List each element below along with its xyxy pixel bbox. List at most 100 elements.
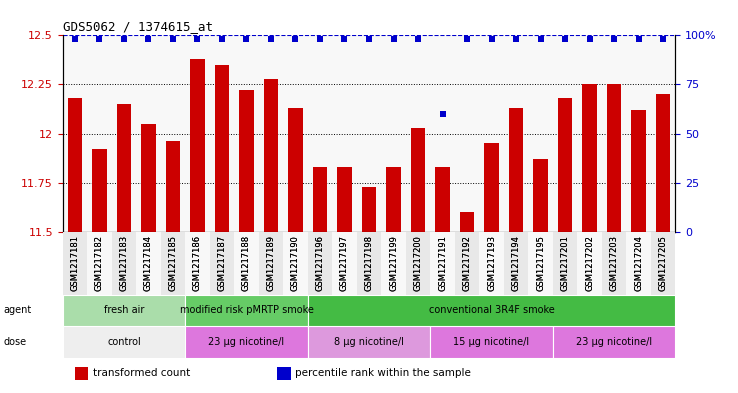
Bar <box>631 110 646 232</box>
Text: GSM1217181: GSM1217181 <box>71 235 80 291</box>
Bar <box>75 367 89 380</box>
Bar <box>553 232 577 295</box>
Text: GSM1217198: GSM1217198 <box>365 235 373 291</box>
Bar <box>308 232 332 295</box>
Bar <box>508 108 523 232</box>
Bar <box>332 232 356 295</box>
Text: GSM1217192: GSM1217192 <box>463 235 472 291</box>
Bar <box>239 90 254 232</box>
Text: GSM1217199: GSM1217199 <box>389 235 398 291</box>
Bar <box>92 149 107 232</box>
Bar <box>215 65 230 232</box>
Text: GSM1217182: GSM1217182 <box>95 235 104 291</box>
Bar <box>504 232 528 295</box>
Text: GSM1217183: GSM1217183 <box>120 235 128 291</box>
Text: GSM1217197: GSM1217197 <box>340 235 349 291</box>
Bar <box>185 326 308 358</box>
Bar <box>63 326 185 358</box>
Text: GSM1217185: GSM1217185 <box>168 235 177 291</box>
Text: 23 μg nicotine/l: 23 μg nicotine/l <box>208 337 285 347</box>
Bar <box>382 232 406 295</box>
Text: GSM1217189: GSM1217189 <box>266 235 275 291</box>
Bar <box>277 367 291 380</box>
Text: GSM1217187: GSM1217187 <box>218 235 227 291</box>
Bar <box>141 124 156 232</box>
Text: GSM1217181: GSM1217181 <box>71 235 80 291</box>
Text: percentile rank within the sample: percentile rank within the sample <box>295 368 472 378</box>
Text: GSM1217182: GSM1217182 <box>95 235 104 291</box>
Text: GSM1217191: GSM1217191 <box>438 235 447 291</box>
Bar <box>627 232 651 295</box>
Text: GSM1217189: GSM1217189 <box>266 235 275 291</box>
Bar <box>63 232 87 295</box>
Text: GSM1217195: GSM1217195 <box>536 235 545 291</box>
Bar <box>161 232 185 295</box>
Bar <box>288 108 303 232</box>
Text: GSM1217185: GSM1217185 <box>168 235 177 291</box>
Text: GSM1217191: GSM1217191 <box>438 235 447 291</box>
Text: GSM1217201: GSM1217201 <box>561 235 570 291</box>
Bar <box>651 232 675 295</box>
Text: GSM1217194: GSM1217194 <box>511 235 520 291</box>
Bar <box>607 84 621 232</box>
Bar <box>484 143 499 232</box>
Bar <box>68 98 83 232</box>
Text: GSM1217190: GSM1217190 <box>291 235 300 291</box>
Bar <box>210 232 234 295</box>
Text: GSM1217203: GSM1217203 <box>610 235 618 291</box>
Text: agent: agent <box>4 305 32 316</box>
Text: 8 μg nicotine/l: 8 μg nicotine/l <box>334 337 404 347</box>
Text: 23 μg nicotine/l: 23 μg nicotine/l <box>576 337 652 347</box>
Text: GSM1217187: GSM1217187 <box>218 235 227 291</box>
Text: GSM1217203: GSM1217203 <box>610 235 618 291</box>
Bar <box>558 98 573 232</box>
Bar <box>410 128 425 232</box>
Bar <box>190 59 205 232</box>
Bar <box>430 326 553 358</box>
Text: GSM1217188: GSM1217188 <box>242 235 251 291</box>
Bar <box>553 326 675 358</box>
Bar <box>117 104 131 232</box>
Text: GSM1217202: GSM1217202 <box>585 235 594 291</box>
Text: control: control <box>107 337 141 347</box>
Bar <box>577 232 601 295</box>
Text: GSM1217184: GSM1217184 <box>144 235 153 291</box>
Bar <box>185 295 308 326</box>
Bar <box>655 94 670 232</box>
Bar <box>137 232 161 295</box>
Bar <box>63 295 185 326</box>
Text: GSM1217202: GSM1217202 <box>585 235 594 291</box>
Bar <box>234 232 259 295</box>
Text: GSM1217196: GSM1217196 <box>316 235 325 291</box>
Text: GSM1217193: GSM1217193 <box>487 235 496 291</box>
Bar <box>435 167 450 232</box>
Text: GSM1217200: GSM1217200 <box>413 235 422 291</box>
Text: GSM1217200: GSM1217200 <box>413 235 422 291</box>
Bar <box>337 167 352 232</box>
Text: GSM1217197: GSM1217197 <box>340 235 349 291</box>
Text: GDS5062 / 1374615_at: GDS5062 / 1374615_at <box>63 20 213 33</box>
Bar <box>601 232 627 295</box>
Text: GSM1217188: GSM1217188 <box>242 235 251 291</box>
Bar <box>479 232 504 295</box>
Text: modified risk pMRTP smoke: modified risk pMRTP smoke <box>179 305 314 316</box>
Bar <box>406 232 430 295</box>
Text: GSM1217201: GSM1217201 <box>561 235 570 291</box>
Text: GSM1217204: GSM1217204 <box>634 235 643 291</box>
Bar <box>460 212 475 232</box>
Text: GSM1217194: GSM1217194 <box>511 235 520 291</box>
Text: GSM1217196: GSM1217196 <box>316 235 325 291</box>
Bar <box>430 232 455 295</box>
Text: fresh air: fresh air <box>104 305 144 316</box>
Bar <box>259 232 283 295</box>
Bar <box>263 79 278 232</box>
Bar <box>308 295 675 326</box>
Text: GSM1217204: GSM1217204 <box>634 235 643 291</box>
Text: GSM1217192: GSM1217192 <box>463 235 472 291</box>
Bar <box>362 187 376 232</box>
Text: GSM1217186: GSM1217186 <box>193 235 202 291</box>
Text: GSM1217193: GSM1217193 <box>487 235 496 291</box>
Bar <box>165 141 180 232</box>
Bar <box>87 232 111 295</box>
Bar <box>185 232 210 295</box>
